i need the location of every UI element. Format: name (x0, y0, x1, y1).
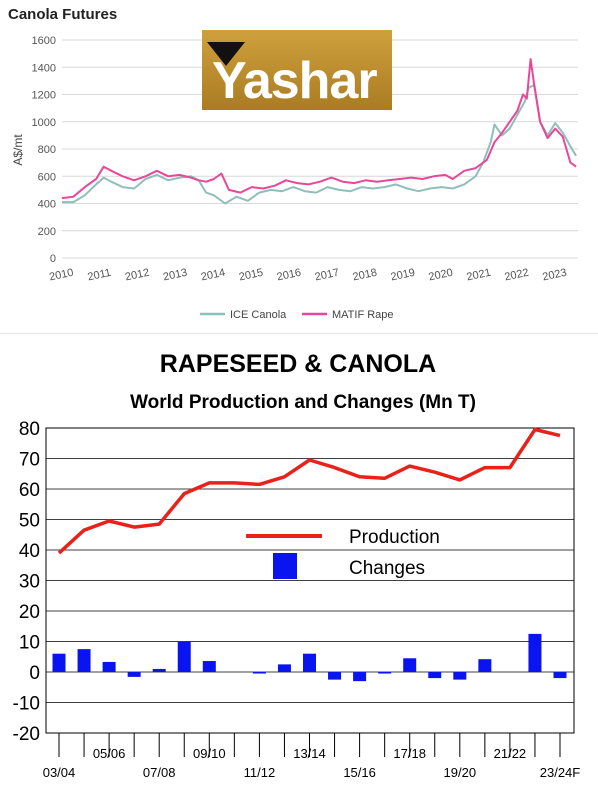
y-tick-label: 0 (50, 253, 56, 265)
series-line-ice-canola (62, 84, 577, 205)
bar-changes (52, 653, 66, 672)
x-tick-label: 2010 (48, 267, 74, 284)
x-tick-label: 23/24F (540, 765, 581, 780)
bar-changes (277, 664, 291, 672)
y-tick-label: 400 (38, 199, 56, 211)
chart-title: Canola Futures (8, 6, 117, 23)
chart-title: RAPESEED & CANOLA (160, 350, 436, 378)
y-tick-label: 30 (19, 572, 40, 593)
y-tick-label: 1200 (32, 90, 56, 102)
x-tick-label: 2015 (238, 267, 264, 284)
bar-changes (328, 672, 342, 680)
x-tick-label: 2017 (314, 267, 340, 284)
section-divider (0, 333, 598, 334)
legend-label: ICE Canola (230, 309, 287, 321)
x-tick-label: 2022 (503, 267, 529, 284)
x-tick-label: 2019 (390, 267, 416, 284)
x-tick-labels: 2010 2011 2012 2013 2014 2015 2016 2017 2018 2019… (48, 267, 568, 284)
x-tick-label: 2023 (541, 267, 567, 284)
x-tick-labels: 03/04 05/06 07/08 09/10 11/12 13/14 15/16 17/18… (43, 746, 581, 780)
x-tick-label: 15/16 (343, 765, 376, 780)
bar-changes (127, 672, 141, 677)
y-tick-label: 20 (19, 602, 40, 623)
grid-lines (45, 427, 575, 757)
y-tick-label: -10 (13, 694, 40, 715)
x-tick-label: 2016 (276, 267, 302, 284)
x-tick-label: 21/22 (494, 746, 527, 761)
y-tick-label: 1000 (32, 117, 56, 129)
bar-changes (102, 661, 116, 672)
x-tick-label: 2018 (352, 267, 378, 284)
x-tick-label: 03/04 (43, 765, 76, 780)
bar-changes (428, 672, 442, 679)
rapeseed-production-chart: RAPESEED & CANOLA World Production and C… (13, 350, 581, 780)
bar-changes (378, 672, 392, 674)
bar-changes (453, 672, 467, 680)
series-line-matif-rape (61, 58, 577, 200)
y-tick-label: 70 (19, 450, 40, 471)
chart-subtitle: World Production and Changes (Mn T) (130, 392, 476, 413)
legend-swatch-changes (273, 553, 297, 579)
bar-changes (202, 661, 216, 672)
x-tick-label: 09/10 (193, 746, 226, 761)
x-tick-label: 2012 (124, 267, 150, 284)
x-tick-label: 13/14 (293, 746, 326, 761)
y-tick-label: 50 (19, 511, 40, 532)
x-tick-label: 17/18 (393, 746, 426, 761)
y-tick-label: 600 (38, 171, 56, 183)
y-tick-label: 1600 (32, 35, 56, 47)
y-tick-label: 0 (29, 663, 40, 684)
bar-changes (553, 672, 567, 679)
x-tick-label: 2013 (162, 267, 188, 284)
bar-changes (403, 658, 417, 672)
legend-label: MATIF Rape (332, 309, 394, 321)
bar-changes (528, 633, 542, 672)
y-tick-label: 200 (38, 226, 56, 238)
x-tick-label: 2021 (466, 267, 492, 284)
y-tick-label: 80 (19, 419, 40, 440)
y-tick-labels: -20 -10 0 10 20 30 40 50 60 70 80 (13, 419, 40, 745)
production-line (57, 427, 561, 555)
bar-changes (77, 649, 91, 672)
legend-label-production: Production (349, 527, 440, 548)
bar-changes (252, 672, 266, 674)
x-tick-label: 2014 (200, 267, 226, 284)
bar-changes (353, 672, 367, 682)
changes-bars (52, 633, 567, 682)
y-tick-labels: 0 200 400 600 800 1000 1200 1400 1600 (32, 35, 56, 265)
series-lines (61, 58, 577, 205)
y-tick-label: 1400 (32, 62, 56, 74)
y-tick-label: 60 (19, 480, 40, 501)
y-tick-label: -20 (13, 724, 40, 745)
x-tick-label: 07/08 (143, 765, 176, 780)
x-tick-label: 11/12 (244, 765, 276, 780)
bar-changes (303, 653, 316, 672)
y-axis-label: A$/mt (11, 134, 25, 166)
x-tick-label: 19/20 (444, 765, 477, 780)
legend: ICE Canola MATIF Rape (200, 309, 394, 321)
y-tick-label: 800 (38, 144, 56, 156)
yashar-logo: Yashar (202, 30, 392, 110)
x-tick-label: 05/06 (93, 746, 126, 761)
svg-text:Yashar: Yashar (212, 52, 377, 110)
y-tick-label: 10 (19, 633, 40, 654)
bar-changes (478, 659, 492, 672)
canola-futures-chart: Canola Futures 0 200 400 600 800 1000 1200 1400… (8, 6, 578, 321)
y-tick-label: 40 (19, 541, 40, 562)
legend: Production Changes (246, 527, 440, 579)
x-tick-label: 2011 (87, 267, 113, 284)
bar-changes (177, 641, 191, 672)
bar-changes (152, 668, 166, 672)
x-tick-label: 2020 (428, 267, 454, 284)
legend-label-changes: Changes (349, 558, 425, 579)
production-line-path (57, 427, 561, 555)
